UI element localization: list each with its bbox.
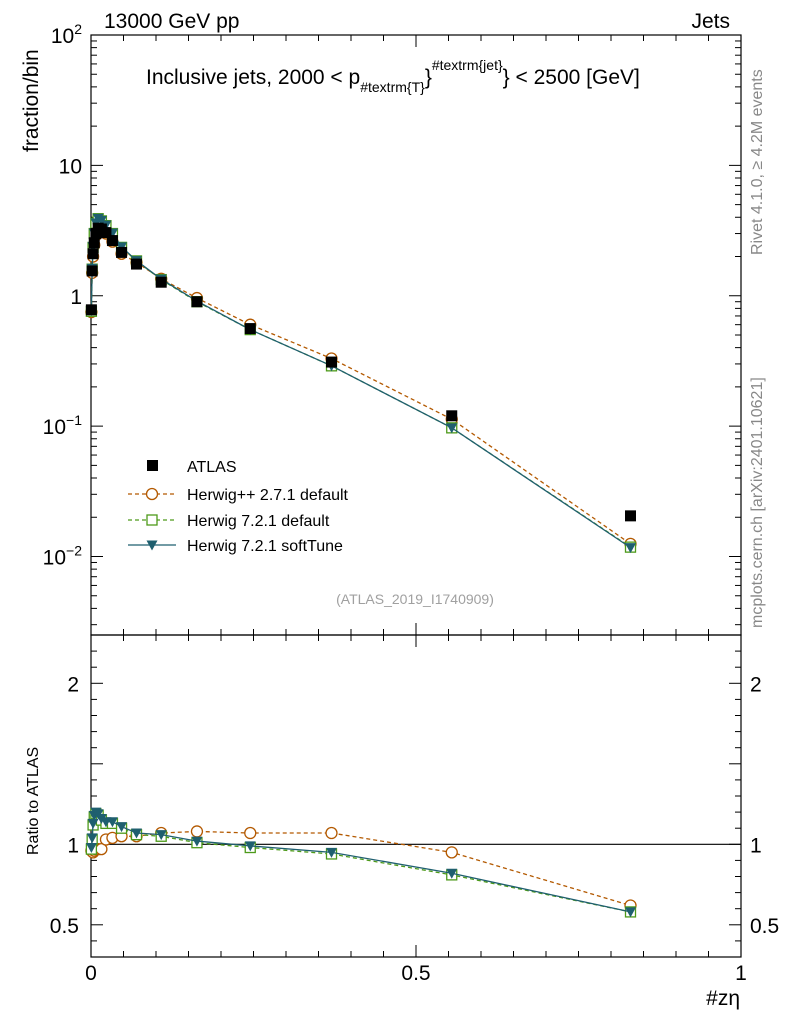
title-subscript: #textrm{T} <box>360 79 425 95</box>
legend-entry-herwigpp: Herwig++ 2.7.1 default <box>128 487 349 504</box>
ratio-tick-label-right: 0.5 <box>750 915 779 938</box>
chart-title: Inclusive jets, 2000 < p#textrm{T}}#text… <box>146 57 640 95</box>
legend-entry-atlas: ATLAS <box>147 459 237 476</box>
data-point <box>625 543 636 554</box>
y-tick-labels: 102 10 1 10−1 10−2 <box>43 21 83 570</box>
legend-entry-herwig7-default: Herwig 7.2.1 default <box>128 513 330 530</box>
ratio-point <box>326 847 337 858</box>
herwig7-softtune-marker-icon <box>146 540 158 551</box>
data-point <box>155 276 167 288</box>
ratio-point <box>116 822 128 833</box>
x-tick-label: 0 <box>85 962 97 985</box>
legend: ATLAS Herwig++ 2.7.1 default Herwig 7.2.… <box>128 459 349 555</box>
data-point <box>625 510 636 522</box>
y-tick-label: 10−2 <box>43 543 83 570</box>
ratio-tick-label: 1 <box>67 834 79 857</box>
ratio-line <box>90 830 631 907</box>
ratio-series-layer <box>85 807 637 918</box>
ratio-point <box>445 846 458 859</box>
data-point <box>116 246 128 258</box>
herwig7-default-marker-icon <box>146 514 158 526</box>
title-superscript: #textrm{jet} <box>432 57 503 73</box>
ratio-point <box>86 833 98 844</box>
data-point <box>87 248 99 260</box>
ratio-point <box>95 814 107 825</box>
x-axis-label: #zη <box>706 987 740 1010</box>
ratio-point <box>191 836 203 847</box>
legend-label-herwig7-default: Herwig 7.2.1 default <box>187 513 330 530</box>
data-point <box>244 323 256 335</box>
ratio-tick-label-right: 2 <box>750 673 762 696</box>
main-series-layer <box>85 213 637 554</box>
data-point <box>86 265 98 277</box>
legend-entry-herwig7-softtune: Herwig 7.2.1 softTune <box>128 538 343 555</box>
atlas-marker-icon <box>147 460 158 471</box>
data-point <box>446 423 458 434</box>
analysis-id-watermark: (ATLAS_2019_I1740909) <box>336 591 494 607</box>
legend-label-herwigpp: Herwig++ 2.7.1 default <box>187 487 349 504</box>
minor-ticks <box>90 35 742 957</box>
ratio-point <box>131 828 142 839</box>
title-suffix: } < 2500 [GeV] <box>503 66 640 89</box>
ratio-point <box>446 868 458 879</box>
legend-label-atlas: ATLAS <box>187 459 237 476</box>
ratio-point <box>106 817 118 828</box>
ratio-point <box>190 825 204 838</box>
ratio-point <box>87 818 99 829</box>
x-tick-labels: 0 0.5 1 <box>85 962 747 985</box>
ratio-point <box>85 843 97 854</box>
title-prefix: Inclusive jets, 2000 < p <box>146 66 360 89</box>
data-point <box>100 227 112 239</box>
data-point <box>446 410 458 422</box>
y-tick-label: 10−1 <box>43 412 83 439</box>
y-tick-label: 102 <box>51 21 82 48</box>
beam-label: 13000 GeV pp <box>104 10 239 33</box>
title-brace: } <box>425 66 432 89</box>
rivet-version-label: Rivet 4.1.0, ≥ 4.2M events <box>749 69 766 255</box>
data-point <box>326 356 337 368</box>
herwigpp-marker-icon <box>145 487 159 501</box>
data-point <box>88 237 100 249</box>
data-point <box>85 304 97 316</box>
ratio-point <box>325 826 338 840</box>
ratio-tick-labels: 2 2 1 1 0.5 0.5 <box>50 673 779 938</box>
ratio-series-herwig-7-2-1-softtune <box>85 807 636 918</box>
mcplots-label: mcplots.cern.ch [arXiv:2401.10621] <box>749 377 766 628</box>
x-tick-label: 1 <box>735 962 747 985</box>
ratio-tick-label: 0.5 <box>50 915 79 938</box>
data-point <box>191 296 203 308</box>
y-axis-label: fraction/bin <box>20 49 43 152</box>
legend-label-herwig7-softtune: Herwig 7.2.1 softTune <box>187 538 343 555</box>
ratio-point <box>625 907 636 918</box>
ratio-tick-label-right: 1 <box>750 834 762 857</box>
ratio-axis-label: Ratio to ATLAS <box>25 747 42 855</box>
data-point <box>131 258 142 270</box>
data-point <box>106 235 118 247</box>
category-label: Jets <box>691 10 730 33</box>
x-tick-label: 0.5 <box>401 962 430 985</box>
ratio-point <box>244 841 256 852</box>
ratio-tick-label: 2 <box>67 673 79 696</box>
y-tick-label: 10 <box>59 155 82 178</box>
series-atlas <box>85 222 636 522</box>
ratio-point <box>155 830 167 841</box>
ratio-point <box>244 826 257 840</box>
y-tick-label: 1 <box>70 286 82 309</box>
